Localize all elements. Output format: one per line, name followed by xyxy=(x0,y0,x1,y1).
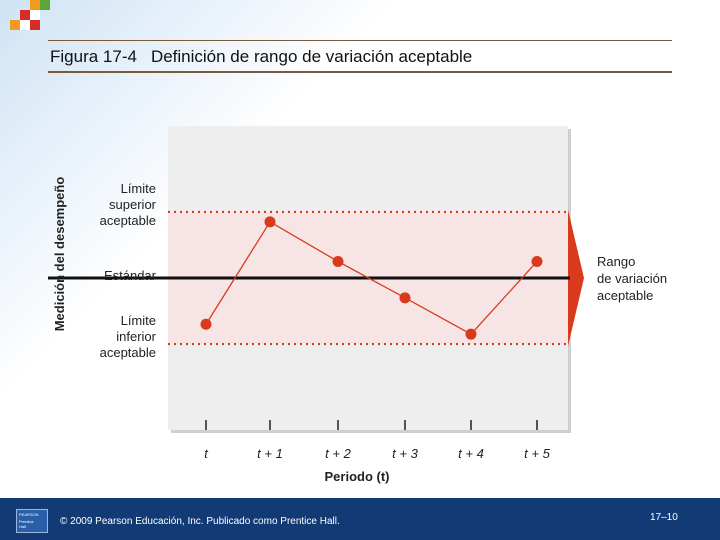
x-tick-label: t + 4 xyxy=(458,446,484,461)
figure-title: Definición de rango de variación aceptab… xyxy=(150,47,473,66)
x-tick-label: t + 3 xyxy=(392,446,418,461)
range-annotation-label: de variación xyxy=(597,271,667,286)
footer-page-number: 17–10 xyxy=(650,512,678,523)
series-line xyxy=(205,220,538,335)
chart: Límite superior aceptable Estándar Límite inf… xyxy=(48,118,720,498)
publisher-logo: PEARSON Prentice Hall xyxy=(16,509,48,533)
data-point xyxy=(200,318,212,330)
data-point xyxy=(465,328,477,340)
reference-label: inferior xyxy=(116,329,156,344)
reference-label: aceptable xyxy=(100,213,156,228)
title-rule-bottom xyxy=(48,71,672,73)
reference-label: Límite xyxy=(121,181,156,196)
reference-label: Estándar xyxy=(104,268,157,283)
range-annotation-label: Rango xyxy=(597,254,635,269)
x-tick-label: t + 1 xyxy=(257,446,283,461)
figure-number: Figura 17-4 xyxy=(50,47,137,66)
reference-label: superior xyxy=(109,197,157,212)
data-point xyxy=(332,255,344,267)
chart-svg: LímitesuperioraceptableEstándarLímiteinf… xyxy=(48,126,667,484)
footer: PEARSON Prentice Hall © 2009 Pearson Edu… xyxy=(0,498,720,540)
slide-title: Figura 17-4 Definición de rango de variac… xyxy=(48,40,672,73)
x-tick-label: t + 2 xyxy=(325,446,351,461)
y-axis-label: Medición del desempeño xyxy=(52,177,67,332)
range-annotation-label: aceptable xyxy=(597,288,653,303)
data-point xyxy=(531,255,543,267)
corner-logo-squares xyxy=(0,0,60,40)
range-triangle xyxy=(568,209,584,347)
reference-label: aceptable xyxy=(100,345,156,360)
reference-label: Límite xyxy=(121,313,156,328)
footer-copyright: © 2009 Pearson Educación, Inc. Publicado… xyxy=(60,516,340,527)
data-point xyxy=(399,292,411,304)
title-rule-top xyxy=(48,40,672,41)
x-tick-label: t xyxy=(204,446,209,461)
x-axis-label: Periodo (t) xyxy=(325,469,390,484)
x-tick-label: t + 5 xyxy=(524,446,550,461)
data-point xyxy=(264,216,276,228)
